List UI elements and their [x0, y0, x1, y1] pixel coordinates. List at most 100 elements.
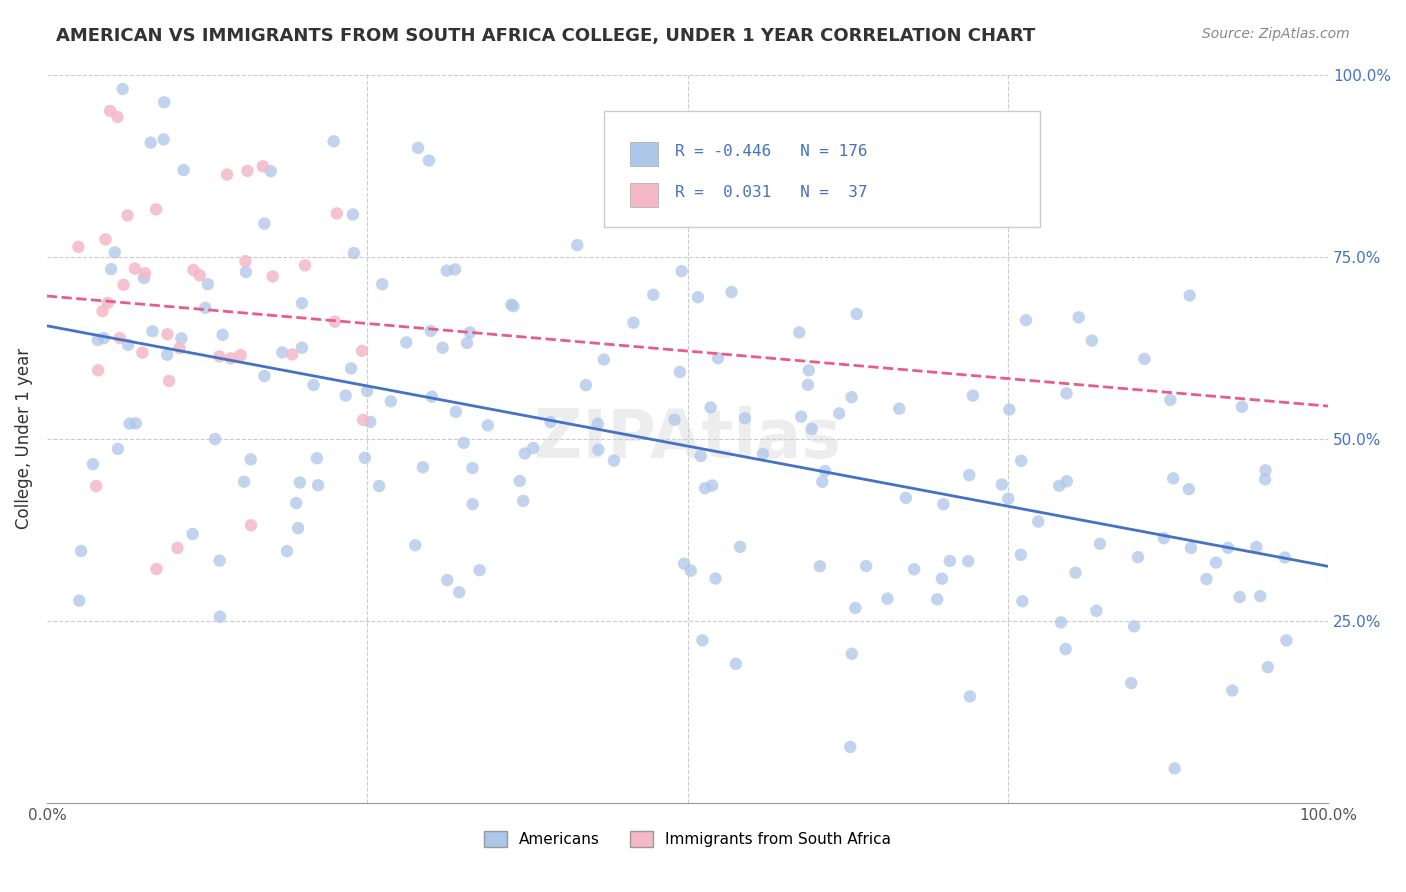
- Point: [1133, 351, 1156, 366]
- Point: [335, 389, 357, 403]
- Point: [131, 345, 153, 359]
- Point: [828, 406, 851, 420]
- Text: R =  0.031   N =  37: R = 0.031 N = 37: [675, 185, 868, 200]
- Point: [307, 478, 329, 492]
- Point: [1220, 683, 1243, 698]
- Point: [702, 478, 724, 492]
- Point: [404, 538, 426, 552]
- Point: [240, 518, 263, 533]
- Point: [689, 449, 711, 463]
- Point: [117, 208, 139, 222]
- Point: [322, 134, 344, 148]
- Point: [104, 245, 127, 260]
- Point: [208, 350, 231, 364]
- Point: [513, 446, 536, 460]
- Point: [1257, 660, 1279, 674]
- Point: [1205, 556, 1227, 570]
- Point: [208, 553, 231, 567]
- Point: [704, 572, 727, 586]
- Point: [302, 378, 325, 392]
- Point: [876, 591, 898, 606]
- Point: [839, 739, 862, 754]
- Point: [291, 341, 314, 355]
- Bar: [630, 142, 658, 166]
- Point: [931, 572, 953, 586]
- Point: [998, 402, 1021, 417]
- Point: [432, 341, 454, 355]
- Point: [1178, 482, 1201, 496]
- Point: [285, 496, 308, 510]
- Point: [98, 103, 121, 118]
- Point: [841, 390, 863, 404]
- Point: [252, 159, 274, 173]
- Point: [97, 296, 120, 310]
- Point: [841, 647, 863, 661]
- Text: Source: ZipAtlas.com: Source: ZipAtlas.com: [1202, 27, 1350, 41]
- Point: [93, 331, 115, 345]
- Point: [939, 554, 962, 568]
- Point: [1163, 761, 1185, 775]
- Point: [1216, 541, 1239, 555]
- Point: [453, 435, 475, 450]
- Point: [724, 657, 747, 671]
- Point: [208, 609, 231, 624]
- Point: [368, 479, 391, 493]
- Point: [181, 527, 204, 541]
- Point: [502, 299, 524, 313]
- Point: [811, 475, 834, 489]
- Point: [395, 335, 418, 350]
- Point: [420, 390, 443, 404]
- Point: [679, 564, 702, 578]
- Point: [789, 326, 811, 340]
- Point: [1159, 392, 1181, 407]
- Point: [1161, 471, 1184, 485]
- Point: [287, 521, 309, 535]
- Point: [67, 240, 90, 254]
- Point: [111, 82, 134, 96]
- Point: [603, 453, 626, 467]
- Point: [686, 290, 709, 304]
- Legend: Americans, Immigrants from South Africa: Americans, Immigrants from South Africa: [478, 825, 897, 854]
- Point: [1153, 531, 1175, 545]
- Point: [959, 690, 981, 704]
- Point: [67, 593, 90, 607]
- Point: [991, 477, 1014, 491]
- Point: [800, 422, 823, 436]
- Point: [419, 324, 441, 338]
- Point: [342, 207, 364, 221]
- Point: [233, 475, 256, 489]
- Point: [157, 374, 180, 388]
- Point: [281, 347, 304, 361]
- Point: [343, 246, 366, 260]
- Point: [124, 261, 146, 276]
- Point: [752, 447, 775, 461]
- Point: [623, 316, 645, 330]
- Point: [855, 559, 877, 574]
- Point: [707, 351, 730, 366]
- Point: [350, 343, 373, 358]
- Point: [693, 481, 716, 495]
- Point: [253, 369, 276, 384]
- Point: [1067, 310, 1090, 325]
- Point: [1010, 454, 1032, 468]
- Point: [156, 348, 179, 362]
- Point: [235, 254, 257, 268]
- Point: [808, 559, 831, 574]
- Point: [669, 365, 692, 379]
- Point: [219, 351, 242, 366]
- Point: [1180, 541, 1202, 555]
- Point: [380, 394, 402, 409]
- Point: [108, 331, 131, 345]
- Point: [371, 277, 394, 292]
- Point: [957, 468, 980, 483]
- Point: [340, 361, 363, 376]
- Point: [671, 264, 693, 278]
- Text: R = -0.446   N = 176: R = -0.446 N = 176: [675, 144, 868, 159]
- Point: [236, 164, 259, 178]
- Point: [356, 384, 378, 398]
- Point: [962, 388, 984, 402]
- Point: [814, 464, 837, 478]
- Point: [845, 307, 868, 321]
- Point: [217, 168, 239, 182]
- Point: [540, 415, 562, 429]
